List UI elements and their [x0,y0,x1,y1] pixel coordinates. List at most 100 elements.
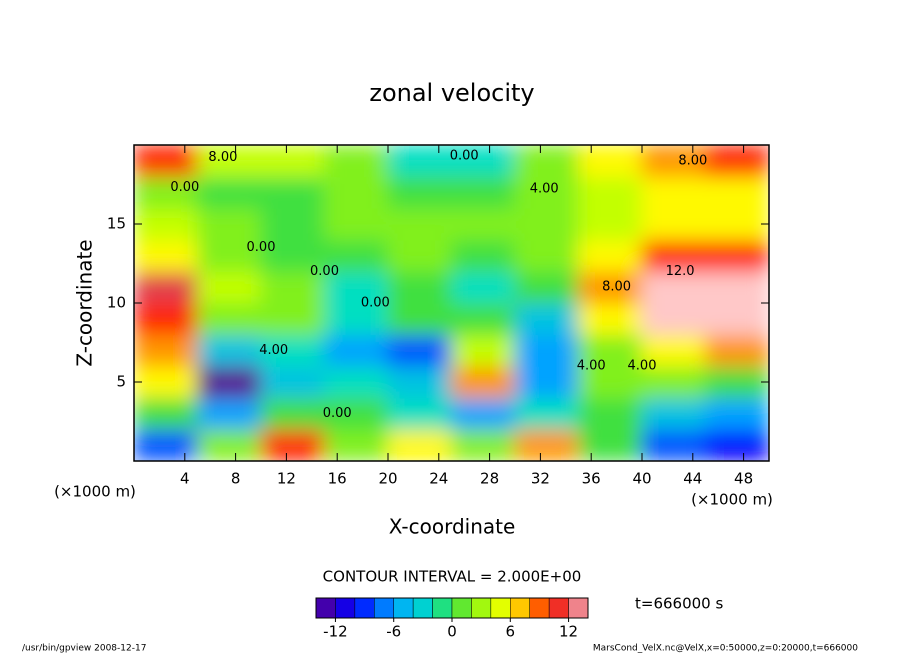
cell [387,302,452,336]
cell [197,428,262,461]
cell [451,428,516,461]
cell [514,397,579,430]
cell [260,176,325,209]
x-axis-label: X-coordinate [389,515,516,539]
contour-label: 8.00 [678,153,707,168]
x-tick-label: 20 [378,470,397,488]
cell [197,176,262,209]
cell [197,302,262,336]
cell [387,365,452,399]
cell [451,334,516,367]
contour-label: 4.00 [530,182,559,197]
contour-label: 8.00 [208,150,237,165]
colorbar-step [471,597,492,619]
cell [451,270,516,304]
cell [387,145,452,178]
cell [641,365,706,399]
cell [324,239,389,272]
cell [197,334,262,367]
cell [387,397,452,430]
cell [260,428,325,461]
cell [324,397,389,430]
cell [641,270,706,304]
contour-label: 0.00 [310,264,339,279]
cell [641,428,706,461]
cell [451,145,516,178]
colorbar-step [354,597,375,619]
cell [387,207,452,241]
cell [387,334,452,367]
footer-left: /usr/bin/gpview 2008-12-17 [22,644,146,654]
cell [324,428,389,461]
cell [514,334,579,367]
cell [387,239,452,272]
x-tick-label: 8 [231,470,241,488]
cell [641,145,706,178]
field [134,145,769,461]
contour-label: 4.00 [628,359,657,374]
y-tick-label: 15 [107,215,126,233]
cell [705,145,769,178]
contour-interval: CONTOUR INTERVAL = 2.000E+00 [323,568,582,586]
time-label: t=666000 s [635,595,723,613]
x-tick-label: 48 [734,470,753,488]
cell [260,365,325,399]
cell [134,207,198,241]
cell [260,397,325,430]
colorbar-step [393,597,414,619]
cell [260,239,325,272]
contour-label: 4.00 [577,359,606,374]
cell [514,365,579,399]
cell [641,334,706,367]
cell [705,270,769,304]
cell [578,270,643,304]
colorbar-tick-label: 12 [559,623,578,641]
contour-label: 8.00 [602,280,631,295]
cell [451,365,516,399]
cell [705,207,769,241]
cell [260,207,325,241]
cell [514,302,579,336]
cell [705,365,769,399]
cell [134,365,198,399]
y-tick-label: 10 [107,294,126,312]
cell [705,239,769,272]
cell [260,270,325,304]
x-tick-label: 28 [480,470,499,488]
contour-label: 0.00 [323,406,352,421]
cell [578,397,643,430]
colorbar-step [315,597,336,619]
cell [451,207,516,241]
cell [578,145,643,178]
colorbar-step [335,597,356,619]
cell [197,270,262,304]
x-tick-label: 24 [429,470,448,488]
cell [134,428,198,461]
footer-right: MarsCond_VelX.nc@VelX,x=0:50000,z=0:2000… [593,644,858,654]
colorbar-step [451,597,472,619]
colorbar-step [490,597,511,619]
cell [197,397,262,430]
colorbar-tick-label: -12 [323,623,348,641]
x-tick-label: 40 [632,470,651,488]
cell [641,397,706,430]
cell [705,176,769,209]
cell [324,270,389,304]
x-tick-label: 12 [277,470,296,488]
cell [134,239,198,272]
cell [324,176,389,209]
cell [260,145,325,178]
cell [641,207,706,241]
contour-label: 12.0 [666,264,695,279]
colorbar-step [510,597,530,619]
y-tick-label: 5 [116,373,126,391]
cell [324,145,389,178]
cell [134,334,198,367]
cell [514,207,579,241]
cell [324,334,389,367]
colorbar-step [548,597,569,619]
cell [324,365,389,399]
x-tick-label: 16 [328,470,347,488]
cell [134,397,198,430]
